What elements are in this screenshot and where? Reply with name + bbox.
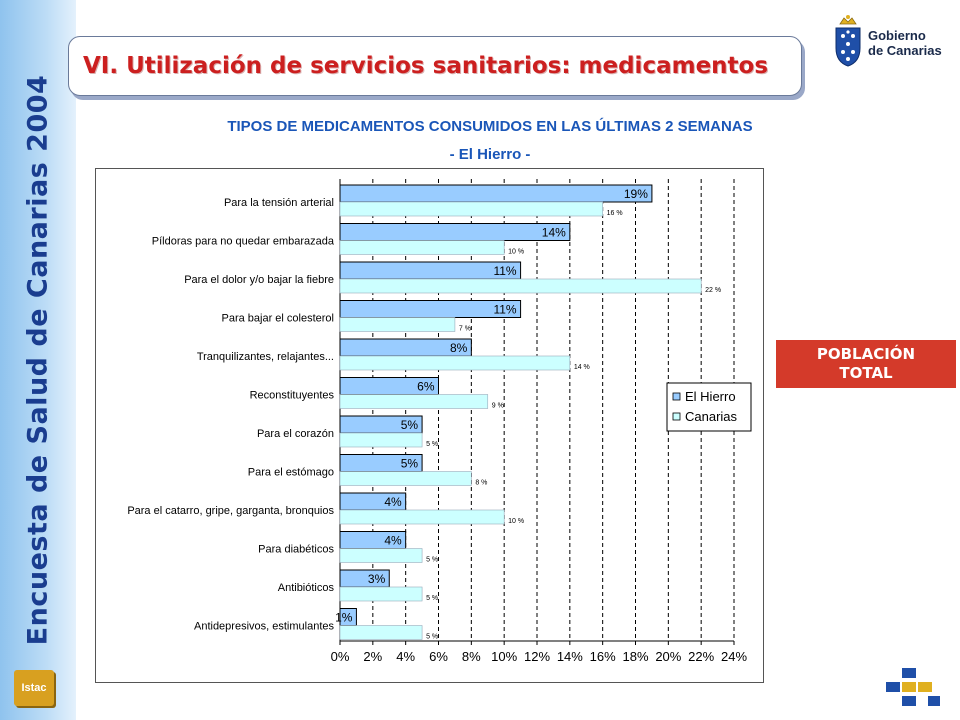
bar-label-el-hierro: 19% — [624, 187, 648, 201]
category-label: Para bajar el colesterol — [221, 313, 334, 325]
bar-canarias — [339, 394, 489, 409]
bar-canarias — [339, 355, 571, 371]
x-tick-label: 20% — [655, 649, 681, 664]
legend-label: El Hierro — [685, 389, 736, 404]
chart-frame: 0% 2% 4% 6% 8% 10% 12% 14% 16% 18% 20% 22% 24% Para l… — [95, 168, 764, 683]
x-tick-label: 4% — [396, 649, 415, 664]
x-tick-label: 2% — [363, 649, 382, 664]
bar-canarias — [339, 509, 505, 525]
category-label: Para diabéticos — [258, 544, 334, 556]
bar-label-canarias: 5 % — [426, 441, 438, 448]
bar-canarias — [339, 278, 702, 294]
bar-label-el-hierro: 1% — [335, 611, 353, 625]
bar-canarias — [339, 432, 423, 448]
bar-label-canarias: 5 % — [426, 557, 438, 564]
bar-label-canarias: 10 % — [508, 518, 524, 525]
section-header: VI. Utilización de servicios sanitarios:… — [68, 36, 802, 96]
x-tick-label: 12% — [524, 649, 550, 664]
logo-line-2: de Canarias — [868, 43, 942, 58]
category-label: Para el estómago — [248, 467, 334, 479]
bar-canarias — [339, 240, 505, 255]
coat-of-arms-icon — [835, 15, 861, 67]
bar-label-canarias: 5 % — [426, 595, 438, 602]
x-tick-label: 0% — [331, 649, 350, 664]
bar-canarias — [339, 548, 423, 563]
chart-subtitle: - El Hierro - — [449, 146, 531, 163]
category-label: Antidepresivos, estimulantes — [194, 621, 335, 633]
legend-box — [666, 382, 752, 432]
bar-label-canarias: 14 % — [574, 364, 590, 371]
population-badge: POBLACIÓN TOTAL — [776, 340, 956, 388]
x-tick-label: 18% — [622, 649, 648, 664]
istac-logo-icon: Istac — [14, 670, 54, 706]
category-label: Para la tensión arterial — [224, 197, 334, 209]
bar-label-canarias: 8 % — [475, 480, 487, 487]
bar-label-canarias: 9 % — [492, 403, 504, 410]
bar-chart: 0% 2% 4% 6% 8% 10% 12% 14% 16% 18% 20% 22% 24% Para l… — [127, 179, 752, 664]
bar-label-el-hierro: 11% — [493, 303, 516, 317]
bar-label-canarias: 16 % — [607, 210, 623, 217]
bar-canarias — [339, 471, 472, 486]
x-tick-label: 24% — [721, 649, 747, 664]
legend-label: Canarias — [685, 409, 738, 424]
bar-label-el-hierro: 6% — [417, 380, 435, 394]
istac-logo-text: Istac — [21, 682, 47, 694]
x-tick-label: 10% — [491, 649, 517, 664]
category-label: Píldoras para no quedar embarazada — [152, 236, 335, 248]
bar-label-el-hierro: 5% — [401, 457, 419, 471]
category-label: Para el catarro, gripe, garganta, bronqu… — [127, 505, 334, 517]
bar-label-el-hierro: 5% — [401, 418, 419, 432]
x-tick-label: 8% — [462, 649, 481, 664]
survey-title: Encuesta de Salud de Canarias 2004 — [22, 74, 54, 646]
bar-el-hierro — [339, 223, 571, 241]
legend-swatch — [672, 412, 681, 421]
badge-line-2: TOTAL — [839, 364, 893, 382]
bar-label-el-hierro: 8% — [450, 341, 468, 355]
x-tick-label: 14% — [557, 649, 583, 664]
category-label: Reconstituyentes — [250, 390, 335, 402]
canarias-cross-logo-icon — [886, 668, 940, 706]
bar-label-el-hierro: 4% — [384, 534, 402, 548]
bar-canarias — [339, 317, 456, 332]
government-logo-text: Gobierno de Canarias — [868, 28, 942, 58]
sidebar-band: Encuesta de Salud de Canarias 2004 Istac — [0, 0, 76, 720]
bar-label-el-hierro: 14% — [542, 226, 566, 240]
x-tick-label: 6% — [429, 649, 448, 664]
bar-label-canarias: 7 % — [459, 326, 471, 333]
chart-title: TIPOS DE MEDICAMENTOS CONSUMIDOS EN LAS … — [227, 118, 753, 135]
x-tick-label: 22% — [688, 649, 714, 664]
legend-swatch — [672, 392, 681, 401]
badge-line-1: POBLACIÓN — [816, 345, 916, 363]
bar-canarias — [339, 625, 423, 640]
logo-line-1: Gobierno — [868, 28, 926, 43]
category-label: Antibióticos — [278, 582, 335, 594]
x-tick-label: 16% — [590, 649, 616, 664]
category-label: Tranquilizantes, relajantes... — [197, 351, 334, 363]
category-label: Para el corazón — [257, 428, 334, 440]
bar-label-canarias: 22 % — [705, 287, 721, 294]
bar-el-hierro — [339, 184, 653, 203]
bar-label-el-hierro: 4% — [384, 495, 402, 509]
category-label: Para el dolor y/o bajar la fiebre — [184, 274, 334, 286]
bar-label-canarias: 5 % — [426, 634, 438, 641]
bar-canarias — [339, 586, 423, 602]
bar-label-el-hierro: 3% — [368, 572, 386, 586]
bar-label-canarias: 10 % — [508, 249, 524, 256]
bar-label-el-hierro: 11% — [493, 264, 516, 278]
bar-canarias — [339, 201, 603, 217]
section-title: VI. Utilización de servicios sanitarios:… — [83, 53, 769, 79]
government-logo: Gobierno de Canarias — [832, 14, 952, 70]
